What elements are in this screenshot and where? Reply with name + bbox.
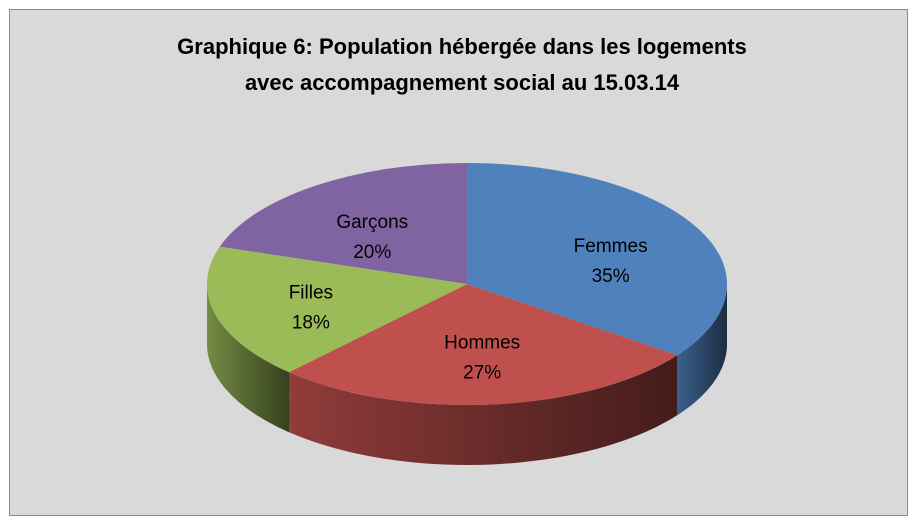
slice-side [207, 284, 290, 433]
slice [289, 284, 678, 405]
slice [207, 246, 468, 373]
slice-value-label: 35% [592, 266, 630, 287]
chart-title: avec accompagnement social au 15.03.14 [245, 70, 680, 95]
slice-label: Hommes [444, 332, 520, 353]
slice-side [289, 355, 678, 465]
slice-label: Femmes [574, 236, 648, 257]
slice-label: Garçons [336, 212, 408, 233]
slice [219, 163, 467, 284]
slice-label: Filles [289, 283, 333, 304]
slice-side [677, 284, 727, 416]
slice-value-label: 18% [292, 313, 330, 334]
slice [467, 163, 727, 356]
slice-value-label: 20% [353, 242, 391, 263]
chart-title: Graphique 6: Population hébergée dans le… [177, 34, 747, 59]
slice-value-label: 27% [463, 362, 501, 383]
